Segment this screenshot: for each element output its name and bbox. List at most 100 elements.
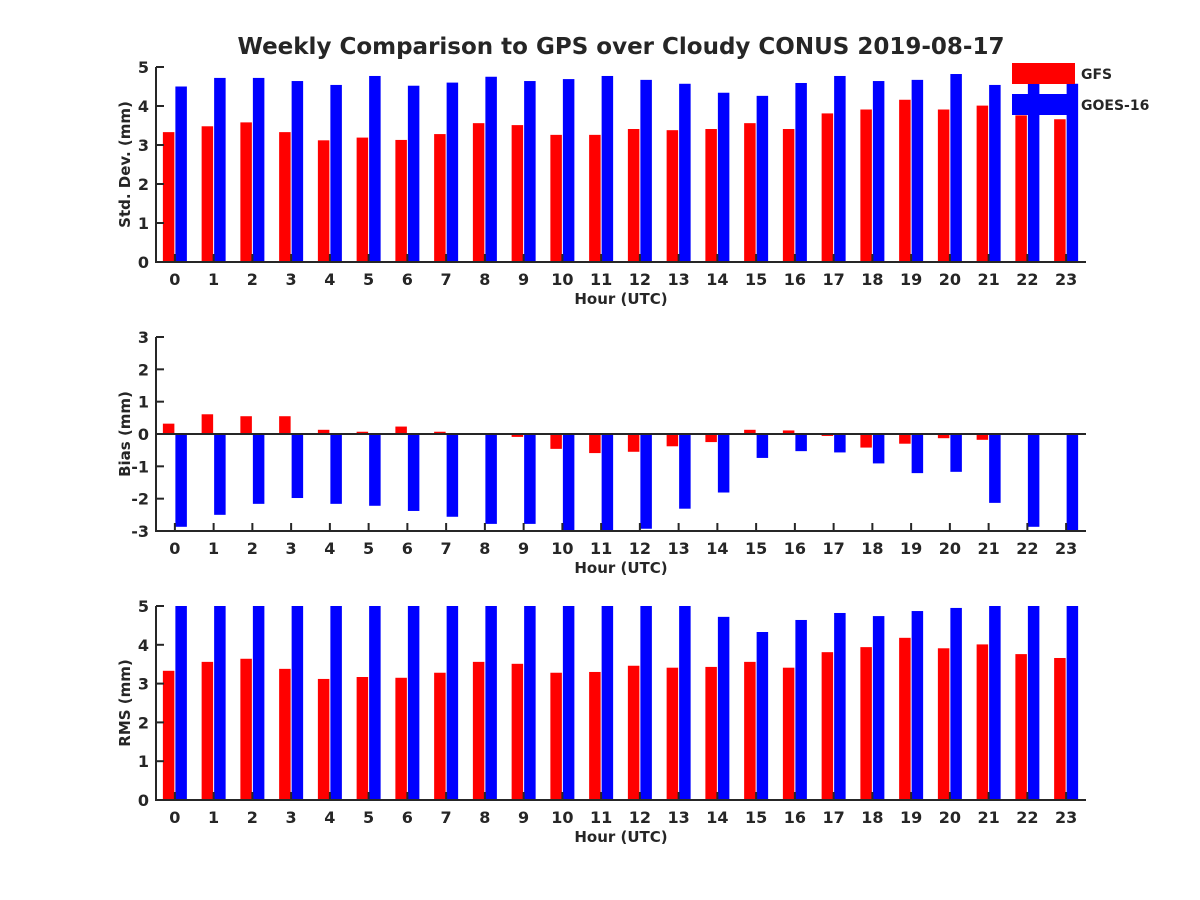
bar-goes-16-hour-5: [369, 606, 381, 800]
bar-goes-16-hour-17: [834, 75, 846, 262]
x-tick-label: 17: [822, 270, 844, 289]
bar-goes-16-hour-9: [524, 81, 536, 262]
bar-gfs-hour-18: [860, 647, 872, 800]
x-tick-label: 19: [900, 808, 922, 827]
y-tick-label: 4: [138, 97, 149, 116]
bar-goes-16-hour-8: [485, 606, 497, 800]
x-tick-label: 14: [706, 270, 728, 289]
legend-label-goes-16: GOES-16: [1081, 98, 1149, 114]
x-axis-label: Hour (UTC): [574, 290, 667, 308]
y-tick-label: -1: [131, 457, 149, 476]
x-tick-label: 11: [590, 270, 612, 289]
bar-gfs-hour-15: [744, 661, 756, 800]
x-tick-label: 3: [286, 808, 297, 827]
y-axis-label: Bias (mm): [116, 391, 134, 477]
bar-goes-16-hour-0: [175, 86, 187, 262]
bar-goes-16-hour-8: [485, 434, 497, 524]
x-axis-label: Hour (UTC): [574, 559, 667, 577]
y-tick-label: 0: [138, 791, 149, 810]
bar-goes-16-hour-8: [485, 76, 497, 262]
bar-goes-16-hour-19: [911, 434, 924, 474]
bar-gfs-hour-9: [511, 434, 524, 437]
x-tick-label: 6: [402, 808, 413, 827]
bar-gfs-hour-13: [666, 130, 679, 262]
bar-goes-16-hour-22: [1027, 434, 1040, 527]
bar-goes-16-hour-17: [834, 434, 846, 453]
x-tick-label: 21: [977, 808, 999, 827]
bar-goes-16-hour-18: [872, 616, 885, 800]
bar-goes-16-hour-14: [717, 434, 730, 493]
x-tick-label: 12: [629, 808, 651, 827]
bar-gfs-hour-15: [744, 429, 756, 434]
x-tick-label: 1: [208, 808, 219, 827]
x-tick-label: 20: [939, 270, 961, 289]
bar-gfs-hour-19: [899, 434, 911, 444]
y-tick-label: 1: [138, 214, 149, 233]
x-tick-label: 8: [479, 808, 490, 827]
bar-gfs-hour-16: [782, 129, 795, 262]
legend: GFS GOES-16: [1012, 63, 1149, 115]
bar-goes-16-hour-21: [989, 606, 1001, 800]
bar-gfs-hour-11: [589, 434, 601, 454]
bar-goes-16-hour-12: [640, 79, 652, 263]
bars: [162, 414, 1079, 531]
bar-goes-16-hour-18: [872, 434, 885, 464]
x-tick-label: 7: [441, 539, 452, 558]
bar-gfs-hour-23: [1054, 119, 1066, 262]
bar-gfs-hour-16: [782, 667, 795, 800]
bar-gfs-hour-11: [589, 134, 601, 262]
bar-goes-16-hour-20: [950, 434, 962, 472]
legend-swatch-gfs: [1012, 63, 1075, 84]
bar-goes-16-hour-2: [252, 434, 265, 504]
bar-gfs-hour-21: [976, 434, 989, 440]
chart-title: Weekly Comparison to GPS over Cloudy CON…: [238, 34, 1005, 60]
bar-goes-16-hour-7: [446, 434, 459, 517]
bar-goes-16-hour-18: [872, 81, 885, 262]
bar-gfs-hour-22: [1015, 115, 1027, 262]
bar-goes-16-hour-3: [291, 606, 304, 800]
bar-goes-16-hour-13: [679, 83, 691, 263]
bar-goes-16-hour-6: [407, 434, 420, 511]
bar-goes-16-hour-16: [795, 619, 807, 800]
bar-goes-16-hour-19: [911, 79, 924, 263]
x-tick-label: 18: [861, 270, 883, 289]
bar-gfs-hour-19: [899, 99, 911, 262]
bar-goes-16-hour-1: [214, 77, 226, 262]
x-tick-label: 14: [706, 539, 728, 558]
bar-goes-16-hour-15: [756, 434, 769, 458]
x-tick-label: 16: [784, 270, 806, 289]
bar-goes-16-hour-11: [601, 606, 614, 800]
bar-gfs-hour-12: [627, 665, 640, 800]
bar-gfs-hour-21: [976, 644, 989, 800]
bar-goes-16-hour-13: [679, 606, 691, 800]
bar-goes-16-hour-23: [1066, 606, 1079, 800]
y-tick-label: 3: [138, 136, 149, 155]
bar-gfs-hour-8: [472, 123, 485, 262]
bar-goes-16-hour-9: [524, 606, 536, 800]
x-tick-label: 21: [977, 539, 999, 558]
x-tick-label: 10: [551, 270, 573, 289]
x-tick-label: 15: [745, 808, 767, 827]
bar-goes-16-hour-1: [214, 606, 226, 800]
y-tick-label: 4: [138, 636, 149, 655]
bar-goes-16-hour-2: [252, 77, 265, 262]
x-tick-label: 23: [1055, 270, 1077, 289]
bar-gfs-hour-0: [162, 670, 175, 800]
x-tick-label: 2: [247, 808, 258, 827]
bar-goes-16-hour-5: [369, 434, 381, 506]
y-tick-label: 2: [138, 175, 149, 194]
bar-goes-16-hour-12: [640, 434, 652, 529]
x-tick-label: 4: [324, 270, 335, 289]
bar-gfs-hour-0: [162, 423, 175, 434]
bar-goes-16-hour-21: [989, 434, 1001, 503]
bar-gfs-hour-18: [860, 434, 872, 448]
bar-gfs-hour-13: [666, 434, 679, 447]
bar-goes-16-hour-0: [175, 606, 187, 800]
bar-gfs-hour-11: [589, 671, 601, 800]
bar-goes-16-hour-17: [834, 612, 846, 800]
bar-goes-16-hour-0: [175, 434, 187, 527]
bar-gfs-hour-13: [666, 667, 679, 800]
bar-gfs-hour-9: [511, 663, 524, 800]
bar-goes-16-hour-3: [291, 434, 304, 499]
